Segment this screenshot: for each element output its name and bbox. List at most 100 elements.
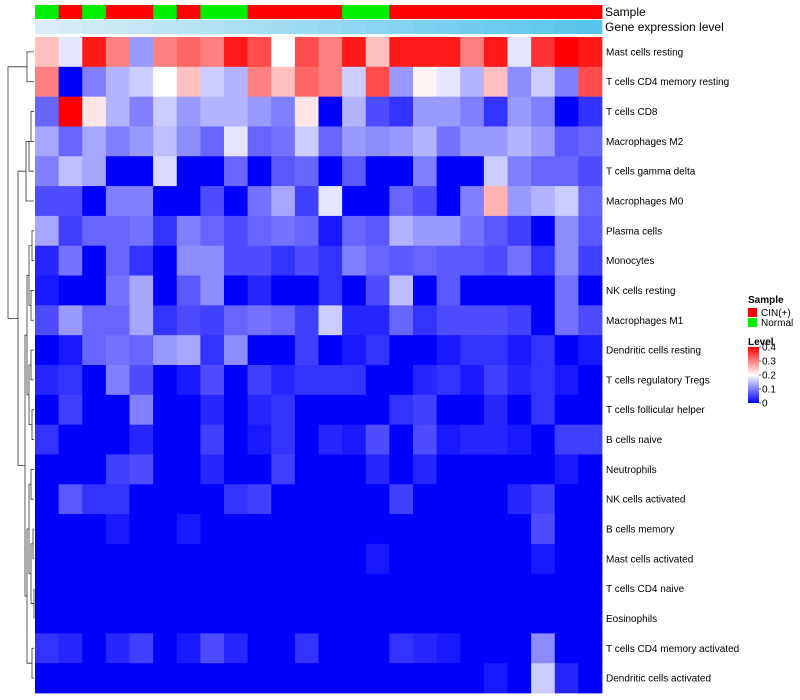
heatmap-cell <box>483 305 508 336</box>
heatmap-cell <box>153 275 178 306</box>
heatmap-cell <box>82 275 107 306</box>
heatmap-cell <box>413 156 438 187</box>
heatmap-cell <box>531 663 556 694</box>
heatmap-cell <box>483 66 508 98</box>
heatmap-cell <box>365 186 390 217</box>
heatmap-cell <box>200 663 225 694</box>
heatmap-cell <box>224 96 249 127</box>
heatmap-cell <box>483 394 508 426</box>
heatmap-cell <box>318 156 343 187</box>
heatmap-cell <box>578 66 603 98</box>
heatmap-cell <box>105 633 130 664</box>
heatmap-cell <box>342 96 367 127</box>
heatmap-cell <box>507 37 532 68</box>
heatmap-cell <box>413 663 438 694</box>
heatmap-cell <box>105 305 130 336</box>
heatmap-cell <box>483 603 508 634</box>
heatmap-cell <box>365 245 390 276</box>
heatmap-cell <box>58 96 83 127</box>
heatmap-cell <box>342 514 367 545</box>
row-label: NK cells activated <box>606 495 685 506</box>
heatmap-cell <box>507 156 532 187</box>
heatmap-cell <box>531 603 556 634</box>
heatmap-cell <box>342 156 367 187</box>
heatmap-cell <box>342 573 367 604</box>
heatmap-cell <box>531 484 556 515</box>
heatmap-cell <box>413 275 438 306</box>
heatmap-cell <box>554 365 579 396</box>
sample-annotation-cell <box>483 5 508 19</box>
dendrogram-branch <box>30 290 34 321</box>
heatmap-cell <box>389 305 414 336</box>
dendrogram-branch <box>31 230 34 262</box>
heatmap-cell <box>200 186 225 217</box>
legend-level-title: Level <box>748 337 774 348</box>
heatmap-cell <box>153 66 178 98</box>
heatmap-cell <box>153 573 178 604</box>
heatmap-cell <box>176 365 201 396</box>
heatmap-cell <box>294 96 319 127</box>
heatmap-cell <box>271 275 296 306</box>
heatmap-cell <box>129 96 154 127</box>
heatmap-cell <box>176 245 201 276</box>
heatmap-cell <box>531 633 556 664</box>
heatmap-cell <box>531 156 556 187</box>
heatmap-cell <box>436 394 461 426</box>
heatmap-cell <box>483 335 508 366</box>
heatmap-cell <box>531 96 556 127</box>
expression-annotation-cell <box>82 20 107 34</box>
heatmap-cell <box>483 96 508 127</box>
heatmap-cell <box>105 394 130 426</box>
heatmap-cell <box>82 66 107 98</box>
row-label: T cells CD4 memory activated <box>606 644 739 655</box>
heatmap-cell <box>35 663 60 694</box>
sample-annotation-cell <box>389 5 414 19</box>
heatmap-cell <box>436 186 461 217</box>
heatmap-cell <box>389 156 414 187</box>
heatmap-cell <box>105 514 130 545</box>
sample-annotation-cell <box>129 5 154 19</box>
expression-annotation-cell <box>436 20 461 34</box>
heatmap-cell <box>176 275 201 306</box>
heatmap-cell <box>342 305 367 336</box>
heatmap-cell <box>389 543 414 575</box>
heatmap-cell <box>531 543 556 575</box>
row-label: B cells memory <box>606 525 674 536</box>
heatmap-cell <box>176 603 201 634</box>
heatmap-cell <box>436 514 461 545</box>
row-label: Neutrophils <box>606 465 657 476</box>
heatmap-cell <box>578 126 603 157</box>
expression-annotation-cell <box>176 20 201 34</box>
heatmap-cell <box>105 365 130 396</box>
dendrogram-branch <box>30 111 34 142</box>
heatmap-cell <box>507 394 532 426</box>
legend-sample-swatch <box>748 308 757 317</box>
heatmap-cell <box>389 66 414 98</box>
heatmap-cell <box>318 424 343 455</box>
heatmap-cell <box>105 156 130 187</box>
heatmap-cell <box>35 66 60 98</box>
heatmap-cell <box>247 424 272 455</box>
heatmap-cell <box>35 96 60 127</box>
heatmap-cell <box>436 156 461 187</box>
heatmap-cell <box>35 424 60 455</box>
heatmap-cell <box>200 543 225 575</box>
sample-annotation-cell <box>153 5 178 19</box>
heatmap-cell <box>460 454 485 485</box>
sample-annotation-cell <box>294 5 319 19</box>
heatmap-cell <box>129 305 154 336</box>
heatmap-cell <box>365 543 390 575</box>
expression-annotation-cell <box>389 20 414 34</box>
legend-sample-label: Normal <box>761 318 793 329</box>
sample-annotation-cell <box>247 5 272 19</box>
sample-annotation-cell <box>365 5 390 19</box>
row-label: Mast cells activated <box>606 554 693 565</box>
heatmap-cell <box>507 484 532 515</box>
heatmap-cell <box>507 186 532 217</box>
heatmap-cell <box>35 245 60 276</box>
heatmap-cell <box>129 543 154 575</box>
heatmap-cell <box>436 275 461 306</box>
heatmap-cell <box>247 245 272 276</box>
heatmap-cell <box>365 484 390 515</box>
heatmap-cell <box>247 543 272 575</box>
